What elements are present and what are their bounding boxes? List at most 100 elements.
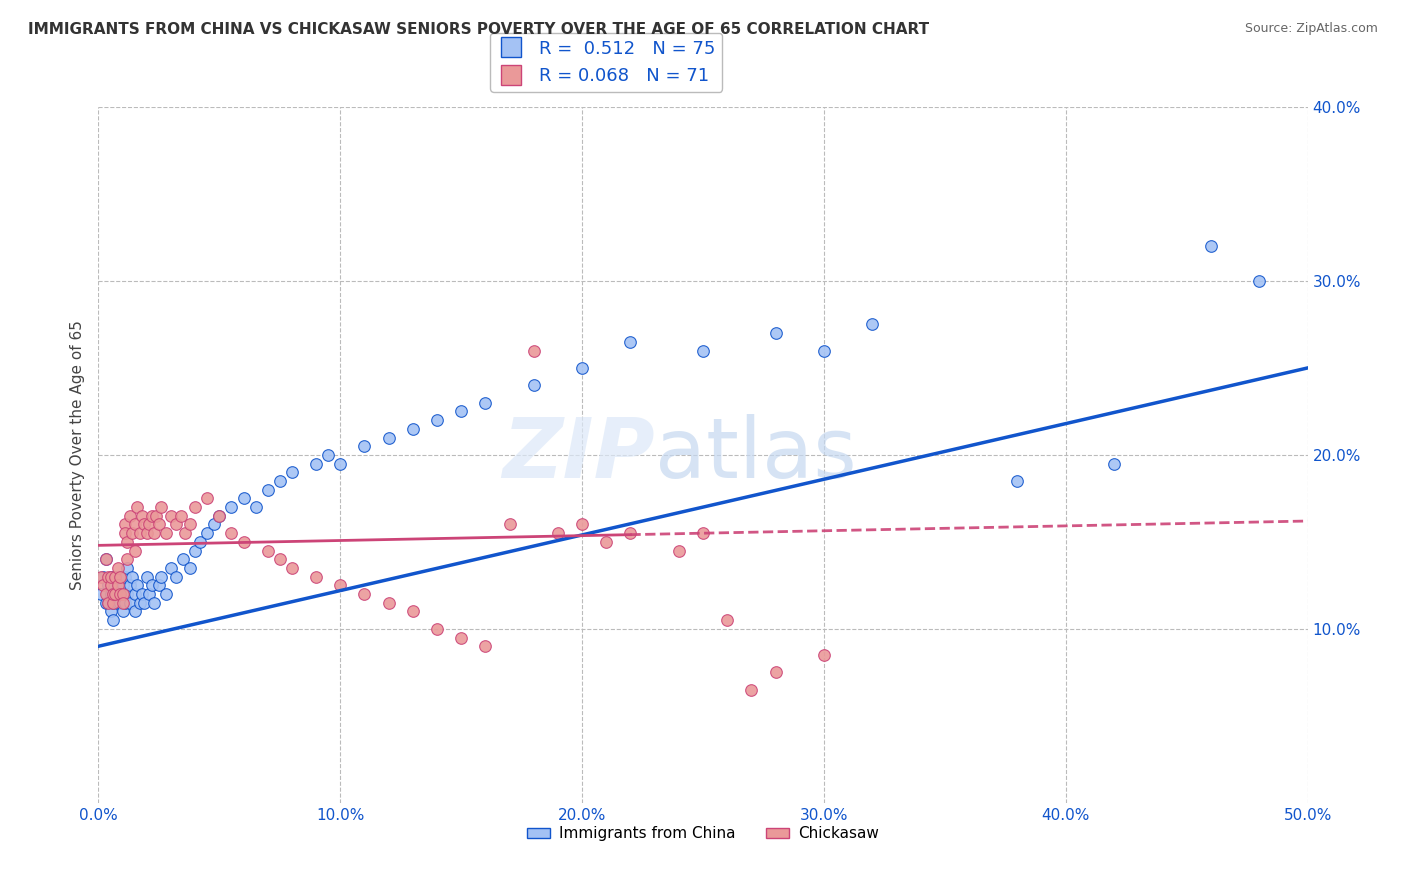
Point bbox=[107, 561, 129, 575]
Point bbox=[692, 526, 714, 541]
Point bbox=[131, 508, 153, 523]
Point bbox=[353, 439, 375, 453]
Point bbox=[104, 587, 127, 601]
Point bbox=[94, 587, 117, 601]
Point bbox=[450, 631, 472, 645]
Point bbox=[107, 596, 129, 610]
Point bbox=[141, 508, 163, 523]
Point bbox=[138, 587, 160, 601]
Point bbox=[117, 534, 139, 549]
Point bbox=[765, 326, 787, 340]
Point bbox=[571, 517, 593, 532]
Point bbox=[150, 570, 173, 584]
Point bbox=[91, 570, 114, 584]
Point bbox=[184, 500, 207, 514]
Text: Source: ZipAtlas.com: Source: ZipAtlas.com bbox=[1244, 22, 1378, 36]
Point bbox=[111, 587, 134, 601]
Point bbox=[184, 543, 207, 558]
Point bbox=[111, 605, 134, 619]
Point bbox=[134, 517, 156, 532]
Point bbox=[1249, 274, 1271, 288]
Point bbox=[143, 596, 166, 610]
Point bbox=[97, 570, 120, 584]
Point bbox=[101, 613, 124, 627]
Point bbox=[402, 605, 425, 619]
Point bbox=[269, 474, 291, 488]
Point bbox=[256, 543, 278, 558]
Point bbox=[121, 570, 143, 584]
Point bbox=[377, 596, 399, 610]
Point bbox=[195, 526, 218, 541]
Point bbox=[131, 587, 153, 601]
Point bbox=[256, 483, 278, 497]
Point bbox=[90, 587, 112, 601]
Point bbox=[619, 526, 641, 541]
Point bbox=[100, 570, 122, 584]
Point bbox=[269, 552, 291, 566]
Point bbox=[1199, 239, 1222, 253]
Point bbox=[221, 500, 243, 514]
Point bbox=[94, 596, 117, 610]
Point bbox=[108, 570, 131, 584]
Point bbox=[128, 526, 150, 541]
Point bbox=[474, 639, 496, 653]
Point bbox=[232, 491, 254, 506]
Point bbox=[179, 561, 201, 575]
Point bbox=[104, 570, 127, 584]
Point bbox=[195, 491, 218, 506]
Point bbox=[118, 508, 141, 523]
Point bbox=[281, 561, 304, 575]
Point bbox=[100, 587, 122, 601]
Point bbox=[114, 570, 136, 584]
Point bbox=[118, 596, 141, 610]
Point bbox=[174, 526, 197, 541]
Point bbox=[571, 360, 593, 375]
Point bbox=[716, 613, 738, 627]
Point bbox=[148, 517, 170, 532]
Point bbox=[329, 457, 352, 471]
Point bbox=[114, 596, 136, 610]
Point bbox=[1007, 474, 1029, 488]
Point bbox=[97, 596, 120, 610]
Point bbox=[188, 534, 211, 549]
Text: IMMIGRANTS FROM CHINA VS CHICKASAW SENIORS POVERTY OVER THE AGE OF 65 CORRELATIO: IMMIGRANTS FROM CHINA VS CHICKASAW SENIO… bbox=[28, 22, 929, 37]
Point bbox=[329, 578, 352, 592]
Point bbox=[765, 665, 787, 680]
Point bbox=[595, 534, 617, 549]
Point bbox=[281, 466, 304, 480]
Point bbox=[155, 526, 177, 541]
Point bbox=[108, 596, 131, 610]
Point bbox=[107, 578, 129, 592]
Point bbox=[860, 318, 883, 332]
Point bbox=[426, 622, 449, 636]
Point bbox=[108, 570, 131, 584]
Point bbox=[117, 552, 139, 566]
Point bbox=[208, 508, 231, 523]
Point bbox=[91, 578, 114, 592]
Point bbox=[148, 578, 170, 592]
Point bbox=[143, 526, 166, 541]
Point bbox=[204, 517, 226, 532]
Point bbox=[155, 587, 177, 601]
Point bbox=[169, 508, 191, 523]
Point bbox=[474, 395, 496, 409]
Text: atlas: atlas bbox=[655, 415, 856, 495]
Point bbox=[1102, 457, 1125, 471]
Point bbox=[97, 578, 120, 592]
Point bbox=[305, 457, 328, 471]
Point bbox=[111, 587, 134, 601]
Point bbox=[134, 596, 156, 610]
Point bbox=[114, 517, 136, 532]
Point bbox=[97, 596, 120, 610]
Point bbox=[101, 587, 124, 601]
Point bbox=[692, 343, 714, 358]
Point bbox=[108, 587, 131, 601]
Y-axis label: Seniors Poverty Over the Age of 65: Seniors Poverty Over the Age of 65 bbox=[69, 320, 84, 590]
Point bbox=[124, 517, 146, 532]
Point bbox=[135, 526, 157, 541]
Point bbox=[426, 413, 449, 427]
Text: ZIP: ZIP bbox=[502, 415, 655, 495]
Point bbox=[145, 508, 167, 523]
Point bbox=[668, 543, 690, 558]
Point bbox=[221, 526, 243, 541]
